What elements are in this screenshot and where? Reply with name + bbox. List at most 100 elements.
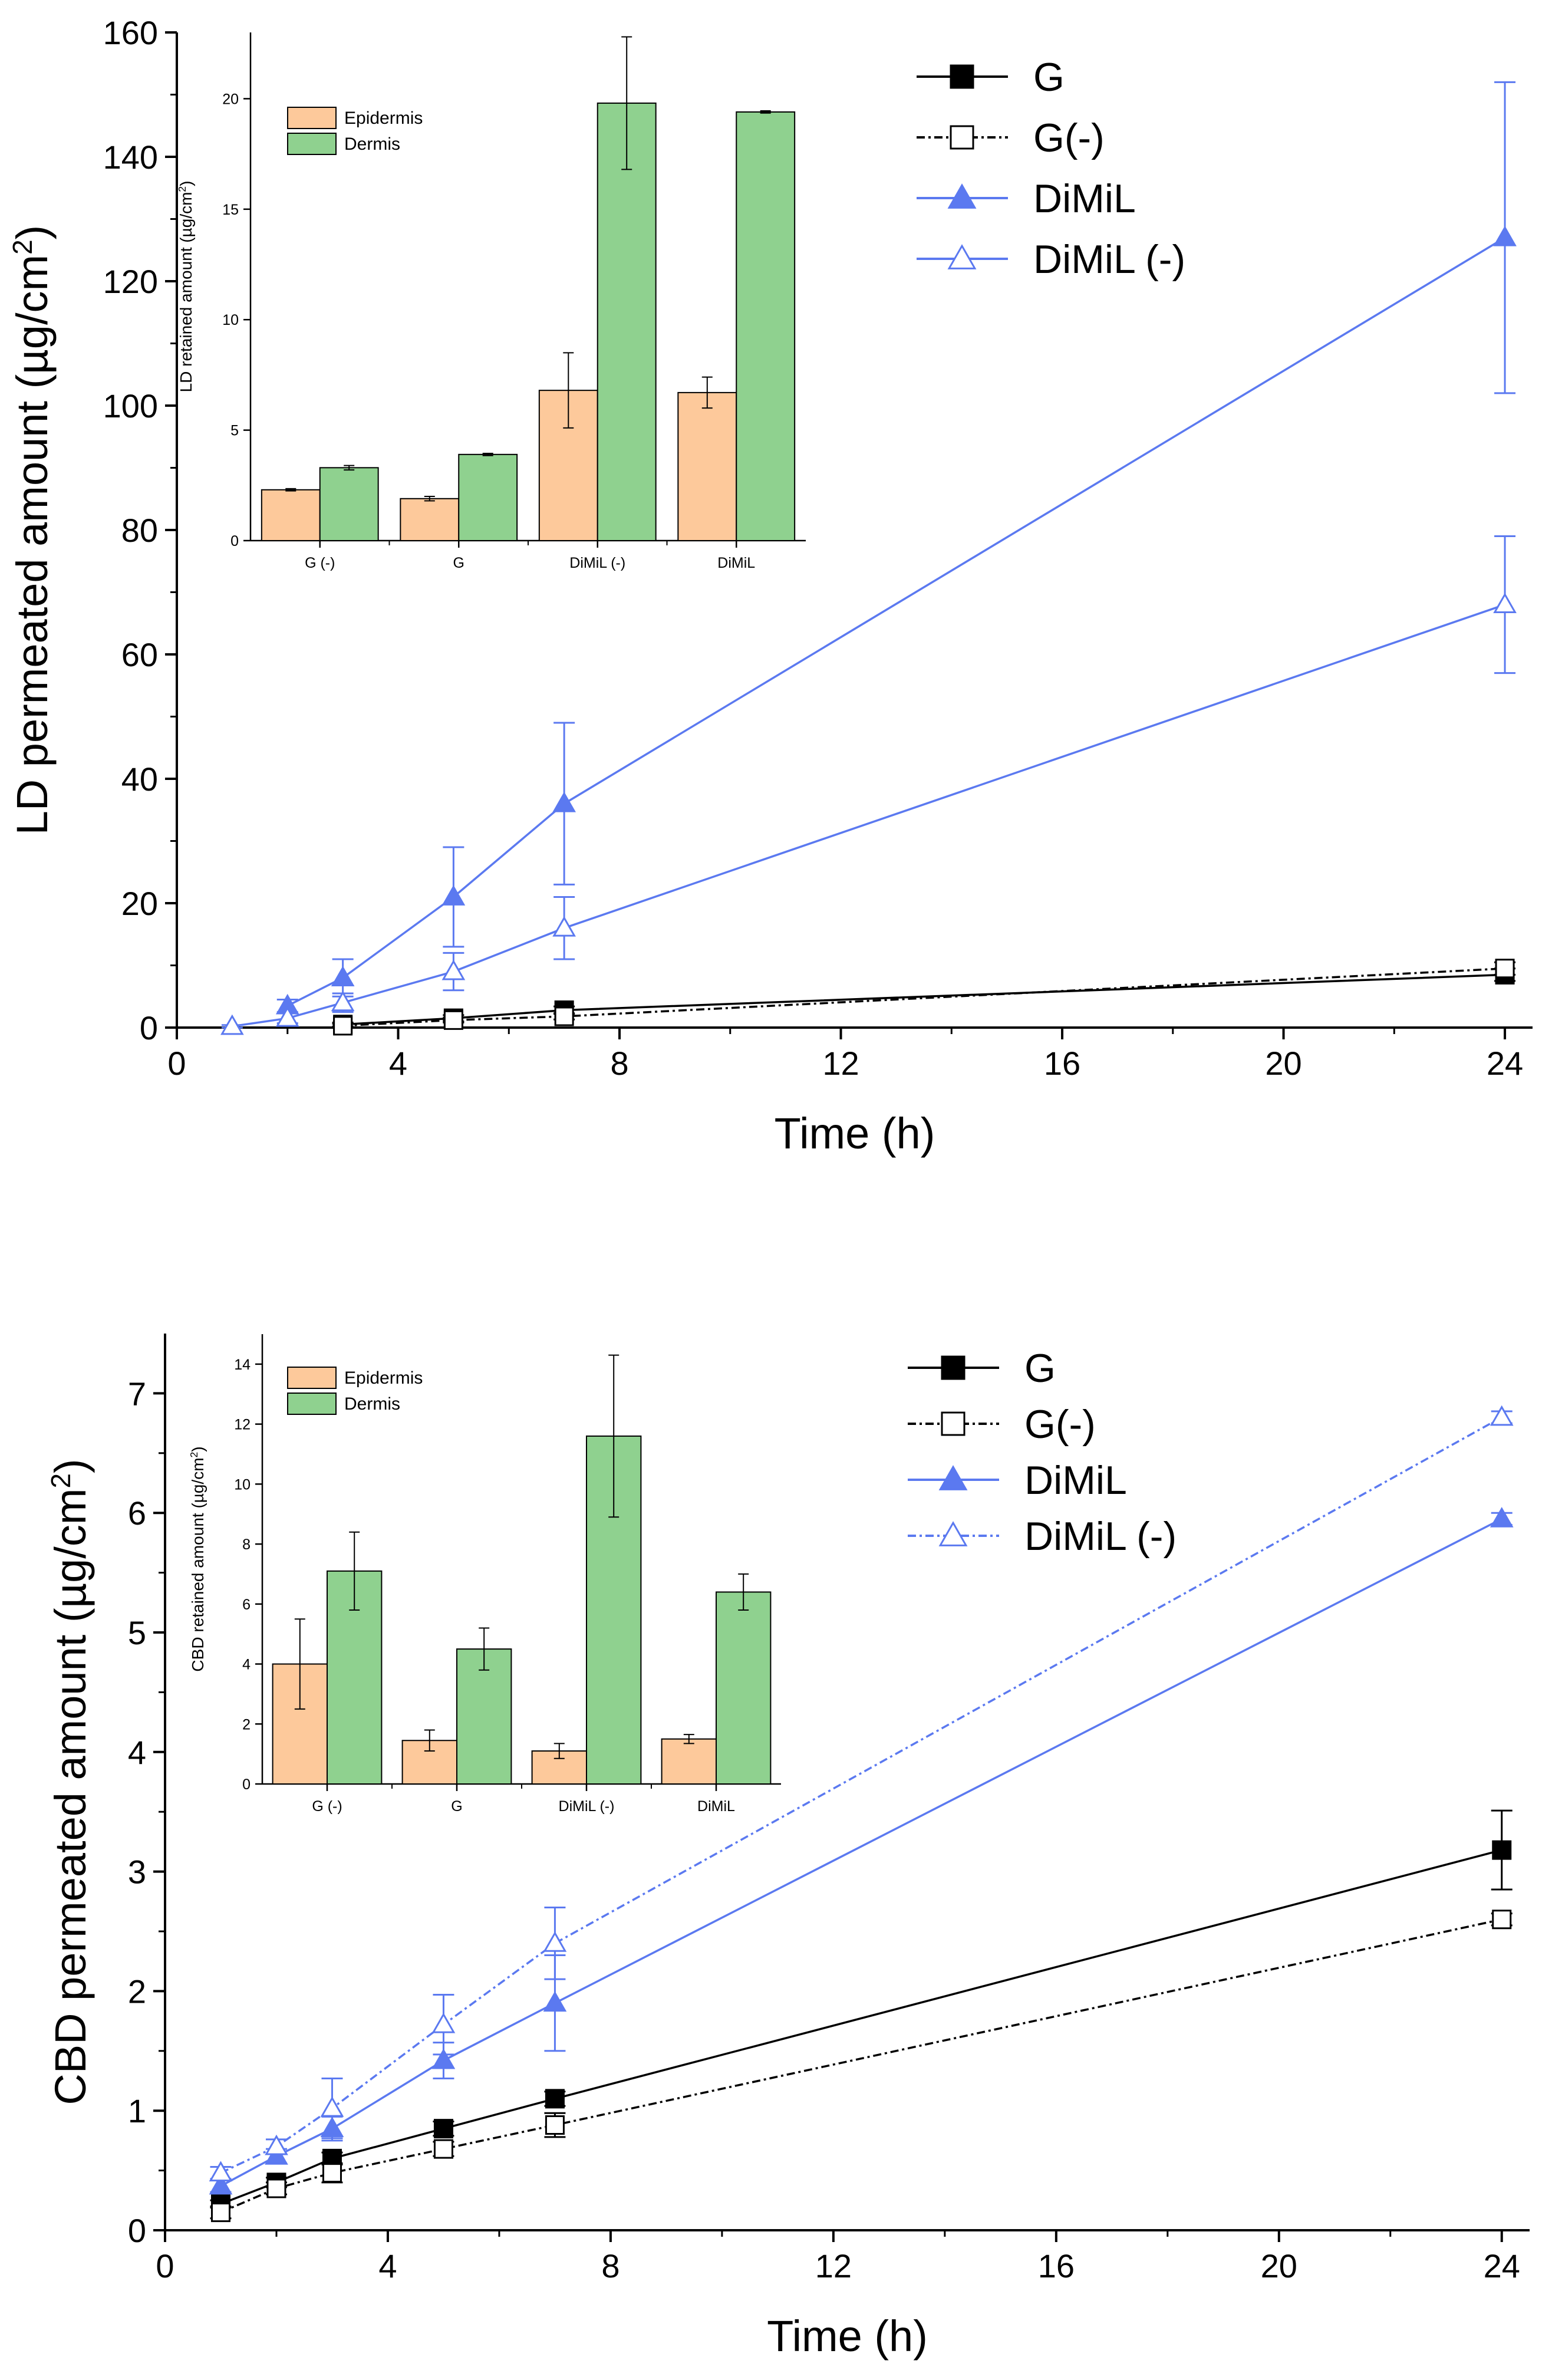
data-point [552, 791, 576, 812]
y-tick-label: 6 [128, 1495, 146, 1532]
data-point [266, 2178, 286, 2198]
legend-marker [947, 183, 977, 209]
inset-y-tick-label: 2 [242, 1716, 251, 1733]
data-point [1490, 1405, 1514, 1426]
x-tick-label: 0 [156, 2247, 174, 2284]
data-point [543, 1931, 567, 1952]
y-tick-label: 100 [103, 387, 158, 424]
data-point [443, 1010, 463, 1030]
y-tick-label: 140 [103, 139, 158, 176]
inset-bar-epidermis [661, 1738, 717, 1785]
legend-label: G(-) [1033, 116, 1105, 160]
x-tick-label: 24 [1487, 1045, 1523, 1082]
x-tick-label: 16 [1044, 1045, 1080, 1082]
inset-bar-epidermis [261, 489, 321, 541]
y-tick-label: 7 [128, 1375, 146, 1412]
y-tick-label: 2 [128, 1973, 146, 2010]
legend-label: G(-) [1024, 1402, 1096, 1447]
inset-legend-label: Dermis [344, 1394, 400, 1414]
inset-y-axis-title-sup: 2 [188, 1452, 200, 1458]
inset-y-tick-label: 0 [230, 533, 239, 549]
inset-legend-swatch [287, 1393, 337, 1415]
y-tick-label: 80 [121, 512, 158, 549]
x-tick-label: 8 [601, 2247, 620, 2284]
inset-y-axis-title: CBD retained amount (µg/cm2) [188, 1446, 207, 1671]
data-point [545, 2089, 565, 2109]
y-axis-title-tail: ) [8, 225, 57, 240]
inset-bar-epidermis [400, 498, 460, 542]
legend-label: DiMiL [1033, 176, 1136, 221]
legend-marker [938, 1465, 968, 1490]
legend-marker [947, 244, 977, 269]
inset-y-tick-label: 14 [234, 1357, 251, 1373]
data-point [433, 2139, 453, 2159]
series-line [342, 967, 1505, 1027]
data-point [220, 1014, 244, 1035]
legend-label: DiMiL (-) [1033, 237, 1185, 282]
inset-category-label: G [451, 1798, 462, 1815]
y-tick-label: 3 [128, 1854, 146, 1891]
y-tick-label: 120 [103, 263, 158, 300]
y-axis-title-main: LD permeated amount (µg/cm [8, 255, 57, 835]
inset-legend-swatch [287, 107, 337, 129]
series-line [220, 1918, 1502, 2214]
data-point [441, 959, 466, 980]
data-point [265, 2134, 288, 2155]
legend-marker [938, 1521, 968, 1546]
data-point [1493, 592, 1517, 614]
y-tick-label: 4 [128, 1734, 146, 1771]
data-point [1495, 959, 1515, 979]
inset-y-tick-label: 5 [230, 423, 239, 439]
inset-y-axis-title-sup: 2 [176, 186, 188, 192]
inset-y-tick-label: 20 [222, 91, 239, 107]
data-point [433, 2119, 453, 2139]
inset-y-tick-label: 10 [222, 312, 239, 328]
inset-bar-epidermis [677, 391, 737, 541]
y-axis-title-sup: 2 [45, 1473, 76, 1489]
legend-marker [941, 1411, 966, 1436]
inset-category-label: G (-) [312, 1798, 342, 1815]
inset-bar-dermis [716, 1591, 772, 1785]
series-dimil [209, 1405, 1514, 2182]
data-point [320, 2096, 344, 2117]
x-axis-title: Time (h) [775, 1109, 935, 1158]
data-point [333, 1016, 353, 1036]
data-point [275, 1006, 299, 1027]
y-tick-label: 160 [103, 14, 158, 51]
data-point [543, 1991, 567, 2012]
x-tick-label: 12 [815, 2247, 852, 2284]
series-dimil [220, 535, 1517, 1035]
data-point [554, 1006, 574, 1026]
inset-legend-label: Epidermis [344, 1368, 423, 1388]
x-tick-label: 8 [610, 1045, 628, 1082]
series-g [332, 959, 1516, 1036]
legend: G G(-) DiMiL DiMiL (-) [908, 1346, 1177, 1559]
x-tick-label: 20 [1265, 1045, 1301, 1082]
data-point [1492, 1840, 1512, 1860]
x-tick-label: 24 [1484, 2247, 1520, 2284]
inset-legend-swatch [287, 133, 337, 155]
inset-bar-chart: 0 5 10 15 20 LD retained amount (µg/cm2) G (-)… [176, 32, 806, 571]
data-point [441, 885, 466, 906]
inset-y-axis-title-main: CBD retained amount (µg/cm [189, 1457, 207, 1671]
legend-label: G [1024, 1346, 1056, 1391]
data-point [331, 990, 355, 1012]
data-point [431, 2012, 456, 2033]
data-point [545, 2115, 565, 2135]
y-tick-label: 0 [128, 2212, 146, 2249]
inset-bar-dermis [736, 111, 796, 541]
x-axis-title: Time (h) [767, 2312, 928, 2361]
legend-label: DiMiL [1024, 1458, 1127, 1503]
y-tick-label: 40 [121, 761, 158, 798]
inset-bar-dermis [319, 467, 379, 541]
y-tick-label: 20 [121, 885, 158, 922]
inset-y-tick-label: 8 [242, 1536, 251, 1553]
x-tick-label: 20 [1261, 2247, 1297, 2284]
inset-y-tick-label: 0 [242, 1776, 251, 1793]
inset-category-label: DiMiL [717, 555, 755, 571]
inset-y-axis-title: LD retained amount (µg/cm2) [176, 181, 195, 393]
inset-y-tick-label: 12 [234, 1417, 251, 1433]
series-line [220, 1416, 1502, 2174]
x-tick-label: 4 [389, 1045, 407, 1082]
